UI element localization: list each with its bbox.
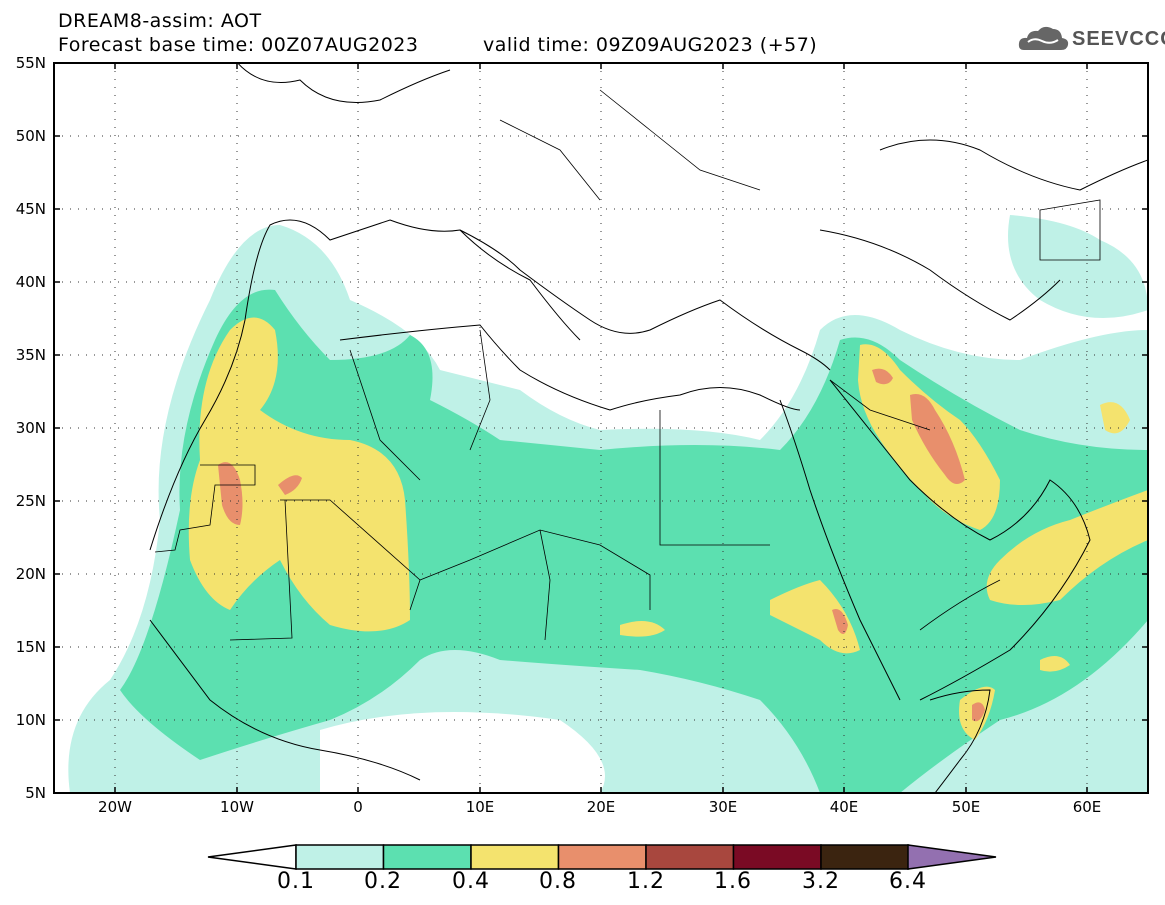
aot-field-0.4-oman (986, 490, 1148, 605)
colorbar-under-arrow (207, 844, 297, 870)
lon-label: 30E (709, 798, 738, 816)
lon-label: 20W (98, 798, 132, 816)
lon-label: 0 (353, 798, 363, 816)
colorbar-cell (557, 844, 647, 870)
lon-label: 10E (466, 798, 495, 816)
colorbar-label: 0.4 (452, 869, 490, 894)
coastline (149, 219, 831, 551)
lat-label: 15N (16, 638, 46, 656)
title-valid-time: valid time: 09Z09AUG2023 (+57) (483, 34, 818, 56)
lat-label: 45N (16, 200, 46, 218)
cloud-icon (1018, 26, 1069, 50)
colorbar-cell (470, 844, 560, 870)
lat-label: 30N (16, 419, 46, 437)
lat-label: 10N (16, 711, 46, 729)
aot-field-0.4-west (188, 317, 410, 632)
lon-label: 40E (830, 798, 859, 816)
lon-label: 10W (220, 798, 254, 816)
colorbar-cell (820, 844, 910, 870)
colorbar-label: 0.2 (364, 869, 402, 894)
colorbar-label: 6.4 (889, 869, 927, 894)
country-borders (154, 464, 256, 553)
colorbar-cell (295, 844, 385, 870)
colorbar-label: 1.6 (714, 869, 752, 894)
aot-field-0.8 (218, 462, 243, 525)
lat-label: 5N (25, 784, 46, 802)
lat-label: 55N (16, 54, 46, 72)
title-variable: DREAM8-assim: AOT (58, 10, 262, 32)
lat-label: 20N (16, 565, 46, 583)
lat-label: 40N (16, 273, 46, 291)
lat-label: 35N (16, 346, 46, 364)
lat-label: 50N (16, 127, 46, 145)
graticule (54, 63, 1148, 793)
colorbar-label: 3.2 (802, 869, 840, 894)
colorbar-label: 0.8 (539, 869, 577, 894)
lon-label: 20E (587, 798, 616, 816)
lon-label: 50E (952, 798, 981, 816)
lon-label: 60E (1073, 798, 1102, 816)
colorbar-over-arrow (907, 844, 997, 870)
colorbar-cell (732, 844, 822, 870)
colorbar-label: 0.1 (277, 869, 315, 894)
title-base-time: Forecast base time: 00Z07AUG2023 (58, 34, 419, 56)
lat-label: 25N (16, 492, 46, 510)
colorbar-label: 1.2 (627, 869, 665, 894)
colorbar-cell (645, 844, 735, 870)
logo-text: SEEVCCC (1072, 28, 1165, 50)
colorbar-cell (382, 844, 472, 870)
